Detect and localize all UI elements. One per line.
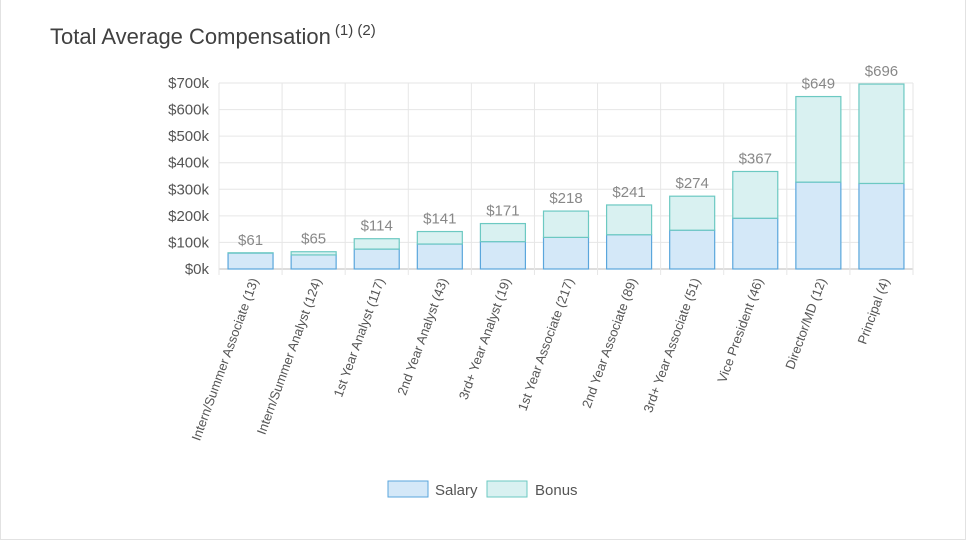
y-tick-label: $700k (168, 75, 209, 92)
labels: $0k $100k $200k $300k $400k $500k $600k $700k $6… (168, 63, 898, 443)
bar-salary (607, 235, 652, 269)
bar-bonus (670, 196, 715, 230)
bar-salary (670, 230, 715, 269)
bar-salary (733, 218, 778, 269)
bar-salary (544, 237, 589, 269)
x-tick-label: 1st Year Associate (217) (515, 276, 577, 413)
x-tick-label: Intern/Summer Analyst (124) (254, 276, 325, 437)
total-data-label: $241 (612, 184, 645, 201)
total-data-label: $61 (238, 232, 263, 249)
legend-label-bonus[interactable]: Bonus (535, 482, 578, 499)
total-data-label: $696 (865, 63, 898, 80)
legend-swatch-bonus[interactable] (487, 481, 527, 497)
bar-salary (354, 249, 399, 269)
x-tick-label: Intern/Summer Associate (13) (188, 276, 261, 443)
y-tick-label: $200k (168, 208, 209, 225)
bar-bonus (544, 211, 589, 237)
total-data-label: $114 (361, 218, 393, 235)
bars (228, 84, 904, 269)
x-tick-label: 3rd+ Year Associate (51) (640, 276, 703, 415)
x-tick-label: 2nd Year Associate (89) (579, 276, 640, 410)
y-tick-label: $600k (168, 102, 209, 119)
bar-salary (291, 255, 336, 269)
x-tick-label: Director/MD (12) (782, 276, 829, 371)
x-tick-label: Principal (4) (854, 276, 892, 346)
bar-bonus (733, 171, 778, 218)
legend-swatch-salary[interactable] (388, 481, 428, 497)
bar-bonus (796, 97, 841, 183)
bar-bonus (417, 232, 462, 244)
bar-bonus (607, 205, 652, 235)
x-tick-label: 2nd Year Analyst (43) (394, 276, 450, 397)
y-tick-label: $400k (168, 155, 209, 172)
total-data-label: $274 (675, 175, 708, 192)
bar-bonus (291, 252, 336, 255)
legend-label-salary[interactable]: Salary (435, 482, 478, 499)
bar-salary (417, 244, 462, 269)
y-tick-label: $0k (185, 261, 210, 278)
legend: Salary Bonus (388, 481, 578, 499)
y-tick-label: $500k (168, 128, 209, 145)
total-data-label: $649 (802, 76, 835, 93)
bar-bonus (354, 239, 399, 249)
bar-salary (796, 182, 841, 269)
total-data-label: $65 (301, 231, 326, 248)
total-data-label: $171 (486, 203, 519, 220)
y-tick-label: $300k (168, 181, 209, 198)
x-tick-label: Vice President (46) (714, 276, 766, 385)
stacked-bar-chart: $0k $100k $200k $300k $400k $500k $600k $700k $6… (0, 0, 971, 520)
bar-salary (228, 253, 273, 269)
total-data-label: $367 (739, 150, 772, 167)
bar-salary (480, 242, 525, 269)
total-data-label: $218 (549, 190, 582, 207)
bar-bonus (480, 224, 525, 242)
bar-bonus (859, 84, 904, 183)
x-tick-label: 1st Year Analyst (117) (331, 276, 388, 399)
y-tick-label: $100k (168, 234, 209, 251)
total-data-label: $141 (423, 211, 456, 228)
bar-salary (859, 183, 904, 269)
x-tick-label: 3rd+ Year Analyst (19) (456, 276, 514, 402)
